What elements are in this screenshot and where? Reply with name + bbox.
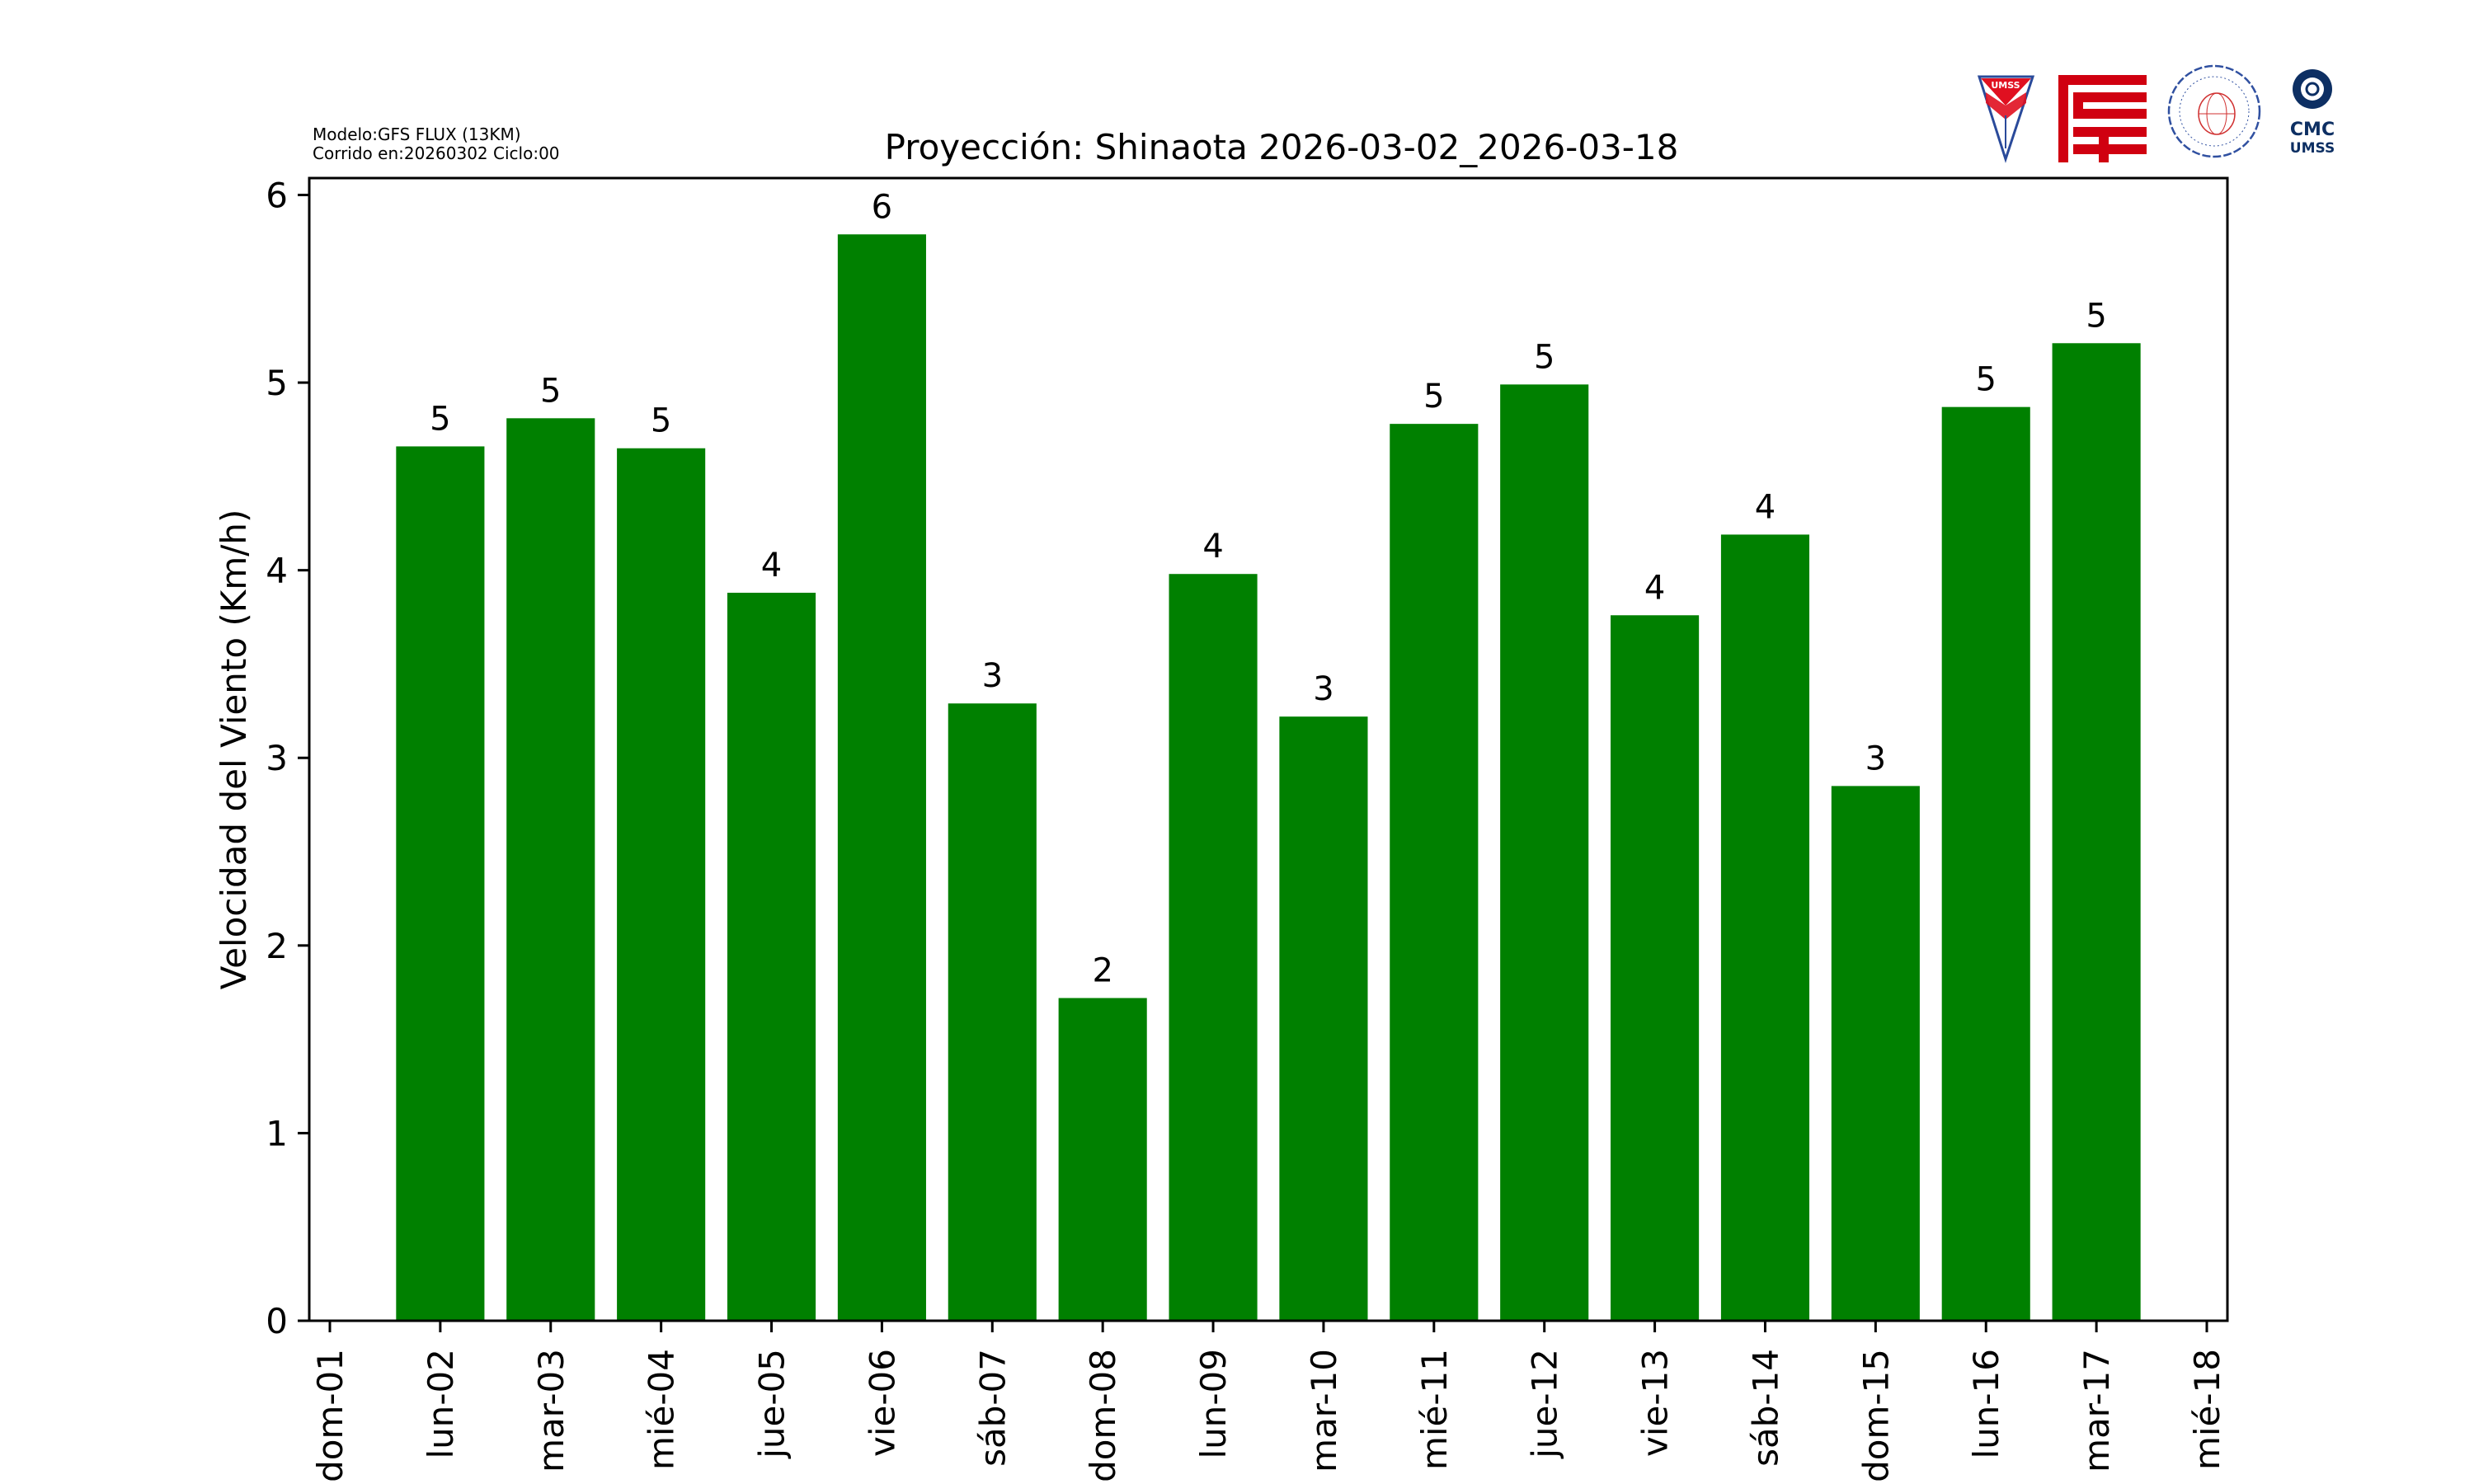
y-tick-label: 4 — [266, 551, 288, 591]
y-tick-label: 1 — [266, 1113, 288, 1153]
x-tick-label: sáb-14 — [1745, 1349, 1785, 1467]
departamento-fisica-logo — [2167, 64, 2261, 158]
bar-value-label: 5 — [1423, 378, 1444, 416]
x-tick-label: jue-12 — [1525, 1349, 1565, 1459]
bar-mar-17 — [2052, 343, 2141, 1321]
x-tick-label: lun-02 — [421, 1349, 461, 1459]
bar-mié-11 — [1390, 424, 1479, 1321]
bar-value-label: 5 — [430, 400, 450, 438]
x-tick-label: lun-16 — [1966, 1349, 2006, 1459]
bar-value-label: 4 — [1202, 528, 1223, 566]
y-tick-label: 2 — [266, 926, 288, 966]
svg-text:UMSS: UMSS — [1991, 80, 2020, 91]
bar-value-label: 4 — [761, 547, 782, 585]
x-tick-label: vie-13 — [1635, 1349, 1676, 1457]
bar-jue-05 — [727, 592, 816, 1321]
bar-value-label: 5 — [651, 402, 671, 440]
bar-lun-09 — [1169, 574, 1258, 1321]
x-tick-label: mar-17 — [2077, 1349, 2117, 1472]
x-tick-label: sáb-07 — [972, 1349, 1013, 1467]
bar-lun-02 — [396, 446, 485, 1322]
bar-sáb-07 — [948, 703, 1037, 1321]
bars-group: 5 5 5 4 6 3 2 4 3 5 5 4 4 3 5 5 — [396, 188, 2141, 1322]
y-tick-label: 0 — [266, 1301, 288, 1341]
y-tick-label: 3 — [266, 738, 288, 778]
x-tick-label: mar-10 — [1304, 1349, 1344, 1472]
y-axis: 0 1 2 3 4 5 6 — [266, 175, 309, 1341]
x-tick-label: dom-08 — [1083, 1349, 1123, 1482]
x-tick-label: mié-18 — [2187, 1349, 2227, 1470]
bar-value-label: 4 — [1644, 569, 1665, 607]
bar-value-label: 4 — [1755, 488, 1776, 526]
y-tick-label: 5 — [266, 363, 288, 403]
bar-value-label: 6 — [872, 188, 892, 226]
svg-text:CMC: CMC — [2290, 120, 2335, 140]
run-info-text: Corrido en:20260302 Ciclo:00 — [313, 143, 560, 163]
fcyt-logo — [2058, 75, 2147, 162]
x-tick-label: dom-01 — [310, 1349, 350, 1482]
bar-value-label: 2 — [1092, 952, 1112, 990]
x-tick-label: mié-04 — [642, 1349, 682, 1470]
x-tick-label: mar-03 — [531, 1349, 571, 1472]
bar-jue-12 — [1500, 384, 1589, 1321]
bar-vie-13 — [1611, 615, 1700, 1321]
bar-dom-08 — [1058, 998, 1147, 1321]
x-tick-label: vie-06 — [862, 1349, 902, 1457]
x-tick-label: lun-09 — [1193, 1349, 1234, 1459]
bar-mié-04 — [617, 448, 706, 1321]
model-info-text: Modelo:GFS FLUX (13KM) — [313, 124, 521, 144]
cmc-umss-logo: CMC UMSS — [2290, 69, 2335, 157]
bar-value-label: 5 — [540, 372, 561, 410]
x-tick-label: dom-15 — [1856, 1349, 1896, 1482]
bar-dom-15 — [1831, 786, 1920, 1321]
x-tick-label: jue-05 — [752, 1349, 793, 1459]
bar-vie-06 — [837, 234, 926, 1321]
bar-value-label: 5 — [1534, 338, 1554, 376]
bar-value-label: 3 — [1313, 670, 1333, 708]
chart-title: Proyección: Shinaota 2026-03-02_2026-03-… — [885, 127, 1679, 167]
bar-value-label: 5 — [1976, 361, 1997, 399]
bar-mar-03 — [506, 418, 595, 1322]
bar-value-label: 5 — [2086, 297, 2106, 335]
y-axis-label: Velocidad del Viento (Km/h) — [214, 510, 254, 990]
bar-lun-16 — [1941, 406, 2030, 1322]
x-axis: dom-01 lun-02 mar-03 mié-04 jue-05 vie-06 sáb-… — [310, 1321, 2227, 1482]
bar-value-label: 3 — [1865, 740, 1886, 777]
svg-text:UMSS: UMSS — [2290, 140, 2335, 157]
bar-value-label: 3 — [982, 657, 1003, 695]
x-tick-label: mié-11 — [1414, 1349, 1455, 1470]
plot-frame — [308, 176, 2229, 1322]
umss-shield-logo: UMSS — [1977, 75, 2035, 163]
y-tick-label: 6 — [266, 175, 288, 215]
bar-mar-10 — [1279, 716, 1368, 1321]
bar-sáb-14 — [1720, 534, 1810, 1321]
